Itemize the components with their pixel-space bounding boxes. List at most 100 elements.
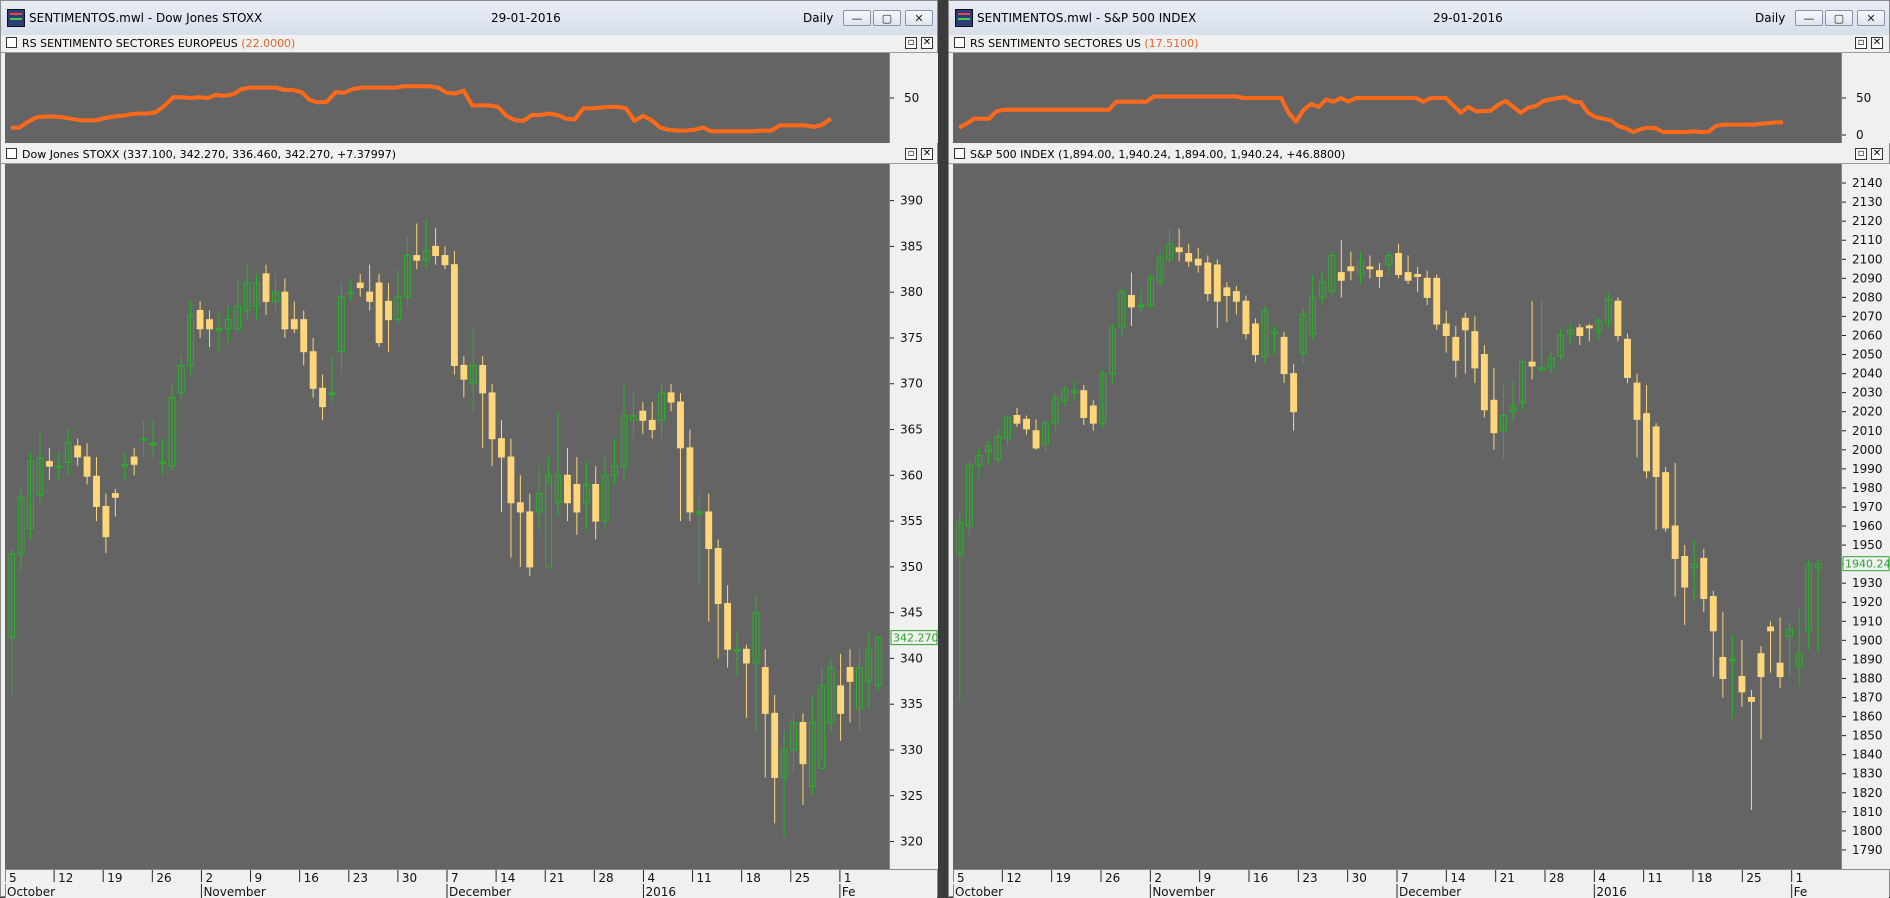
candle-body — [356, 282, 364, 289]
close-button[interactable]: ✕ — [1857, 10, 1885, 26]
candlestick-chart-sp500 — [956, 228, 1822, 810]
candle-body — [1528, 361, 1536, 367]
month-label: December — [449, 885, 511, 898]
pane-close-icon[interactable]: ✕ — [1871, 148, 1883, 160]
date-tick-label: 4 — [1598, 871, 1606, 885]
candle-body — [1461, 317, 1469, 331]
pane-close-icon[interactable]: ✕ — [921, 37, 933, 49]
axis-tick-label: 2110 — [1852, 233, 1883, 247]
indicator-plot[interactable] — [953, 53, 1841, 143]
date-tick-label: 4 — [647, 871, 655, 885]
axis-tick-label: 365 — [900, 423, 923, 437]
minimize-button[interactable]: — — [1795, 10, 1823, 26]
indicator-pane-header: RS SENTIMENTO SECTORES US (17.5100) ▫ ✕ — [949, 35, 1889, 53]
candle-body — [469, 364, 477, 385]
candle-body — [724, 602, 732, 650]
date-tick-label: 1 — [844, 871, 852, 885]
candle-body — [611, 465, 618, 476]
sentiment-line — [958, 94, 1783, 134]
date-tick-label: 25 — [795, 871, 810, 885]
candle-body — [1643, 413, 1650, 472]
indicator-value: (17.5100) — [1144, 37, 1199, 50]
candle-body — [956, 521, 964, 556]
pane-maximize-icon[interactable]: ▫ — [1855, 37, 1867, 49]
maximize-button[interactable]: ▢ — [873, 10, 901, 26]
candle-body — [1719, 657, 1727, 679]
candle-body — [799, 722, 807, 765]
candle-body — [149, 442, 157, 446]
candle-body — [1585, 325, 1593, 329]
pane-close-icon[interactable]: ✕ — [921, 148, 933, 160]
indicator-plot[interactable] — [5, 53, 889, 143]
candle-body — [1500, 415, 1507, 432]
pane-icon — [954, 37, 965, 48]
axis-tick-label: 2080 — [1852, 290, 1883, 304]
candle-body — [1299, 314, 1307, 354]
close-button[interactable]: ✕ — [905, 10, 933, 26]
window-title: SENTIMENTOS.mwl - S&P 500 INDEX — [977, 11, 1197, 25]
maximize-button[interactable]: ▢ — [1825, 10, 1853, 26]
candle-body — [714, 548, 722, 604]
month-label: Fe — [1794, 885, 1808, 898]
axis-tick-label: 2090 — [1852, 271, 1883, 285]
window-dow-jones[interactable]: SENTIMENTOS.mwl - Dow Jones STOXX 29-01-… — [0, 0, 938, 898]
date-tick-label: 23 — [1302, 871, 1317, 885]
candle-body — [984, 445, 992, 453]
title-bar[interactable]: SENTIMENTOS.mwl - S&P 500 INDEX 29-01-20… — [949, 1, 1889, 36]
candle-body — [629, 415, 637, 421]
candle-body — [1376, 270, 1383, 277]
indicator-pane-header: RS SENTIMENTO SECTORES EUROPEUS (22.0000… — [1, 35, 937, 53]
axis-tick-label: 320 — [900, 835, 923, 849]
candle-body — [1004, 416, 1011, 439]
price-pane-header: S&P 500 INDEX (1,894.00, 1,940.24, 1,894… — [949, 146, 1889, 164]
candle-body — [1786, 628, 1794, 638]
candle-body — [55, 465, 63, 469]
pane-close-icon[interactable]: ✕ — [1871, 37, 1883, 49]
candle-body — [1232, 291, 1240, 302]
title-bar[interactable]: SENTIMENTOS.mwl - Dow Jones STOXX 29-01-… — [1, 1, 937, 36]
period-label[interactable]: Daily — [1755, 11, 1786, 25]
pane-maximize-icon[interactable]: ▫ — [905, 37, 917, 49]
candle-body — [686, 447, 694, 513]
date-tick-label: 7 — [1401, 871, 1409, 885]
candle-body — [8, 553, 16, 638]
window-sp500[interactable]: SENTIMENTOS.mwl - S&P 500 INDEX 29-01-20… — [948, 0, 1890, 898]
candle-body — [1490, 399, 1498, 434]
candle-body — [385, 300, 392, 321]
price-plot[interactable] — [953, 164, 1841, 869]
axis-tick-label: 1950 — [1852, 538, 1883, 552]
candle-body — [1328, 254, 1336, 293]
candle-body — [827, 667, 835, 724]
candle-body — [93, 475, 100, 507]
date-tick-label: 12 — [1006, 871, 1021, 885]
axis-tick-label: 380 — [900, 285, 923, 299]
axis-tick-label: 325 — [900, 789, 923, 803]
pane-maximize-icon[interactable]: ▫ — [905, 148, 917, 160]
month-label: December — [1399, 885, 1461, 898]
candle-body — [1509, 405, 1517, 413]
axis-tick-label: 1920 — [1852, 595, 1883, 609]
candle-body — [64, 441, 72, 463]
indicator-axis: 50 — [889, 53, 938, 143]
candle-body — [1814, 563, 1822, 569]
date-tick-label: 26 — [156, 871, 171, 885]
candle-body — [1366, 266, 1374, 270]
candle-body — [507, 456, 515, 504]
price-plot[interactable] — [5, 164, 889, 869]
pane-icon — [6, 37, 17, 48]
candle-body — [1433, 277, 1441, 325]
app-icon — [955, 9, 973, 27]
period-label[interactable]: Daily — [803, 11, 834, 25]
candle-body — [413, 255, 421, 261]
candle-body — [102, 505, 110, 538]
candle-body — [130, 456, 138, 465]
minimize-button[interactable]: — — [843, 10, 871, 26]
axis-tick-label: 1860 — [1852, 710, 1883, 724]
candle-body — [1738, 676, 1746, 693]
date-tick-label: 9 — [1204, 871, 1212, 885]
candle-body — [554, 474, 562, 504]
axis-tick-label: 1850 — [1852, 729, 1883, 743]
pane-maximize-icon[interactable]: ▫ — [1855, 148, 1867, 160]
date-tick-label: 21 — [1500, 871, 1515, 885]
candle-body — [1290, 373, 1298, 413]
